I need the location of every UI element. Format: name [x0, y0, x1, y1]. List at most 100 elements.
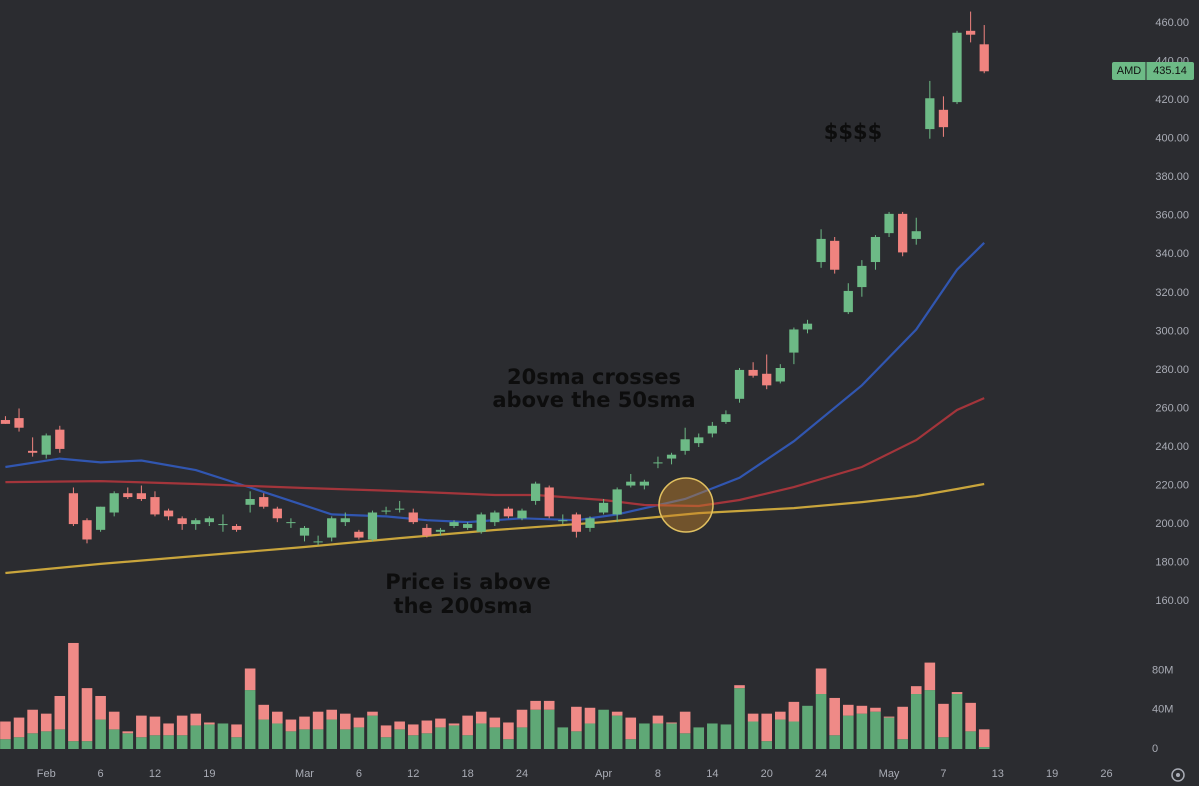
volume-bar [40, 731, 52, 749]
x-tick-label: 12 [149, 768, 161, 780]
candle-body [598, 502, 609, 513]
gear-center[interactable] [1176, 773, 1180, 777]
volume-bar [272, 711, 283, 724]
annotation: $$$$ [824, 120, 882, 144]
candle-body [816, 238, 826, 263]
volume-bar [530, 700, 541, 710]
volume-bar [81, 741, 93, 749]
candle-body [802, 323, 813, 330]
volume-bar [734, 685, 745, 689]
candle-body [626, 481, 636, 486]
volume-bar [720, 724, 732, 749]
candle-body [231, 525, 242, 530]
volume-bar [951, 694, 963, 749]
volume-bar [190, 725, 202, 749]
volume-bar [285, 731, 297, 749]
volume-bar [13, 737, 25, 749]
volume-bar [95, 695, 106, 720]
volume-bar [870, 711, 881, 749]
volume-bar [190, 713, 202, 726]
volume-bar [788, 701, 800, 722]
annotation: 20sma crosses [507, 365, 681, 389]
candle-body [313, 541, 323, 543]
candle-body [530, 483, 541, 501]
candle-body [666, 454, 677, 459]
volume-bar [108, 729, 120, 749]
volume-bar [543, 709, 555, 749]
volume-bar [951, 692, 963, 695]
candle-body [571, 514, 582, 532]
volume-bar [149, 716, 161, 736]
x-tick-label: 14 [706, 768, 718, 780]
volume-bar [775, 711, 786, 720]
x-tick-label: May [879, 768, 900, 780]
price-label-box [1112, 62, 1194, 81]
volume-bar [938, 737, 949, 749]
volume-bar [312, 711, 324, 730]
volume-bar [652, 723, 664, 749]
x-tick-label: Feb [37, 768, 56, 780]
volume-bar [883, 716, 895, 718]
volume-bar [625, 739, 637, 749]
candle-body [612, 489, 622, 515]
candle-body [775, 368, 785, 382]
volume-bar [217, 723, 229, 749]
volume-bar [761, 713, 773, 742]
volume-bar [965, 702, 976, 732]
volume-bar [639, 723, 650, 749]
volume-bar [326, 719, 337, 749]
volume-bar [27, 709, 38, 734]
candle-body [734, 369, 745, 399]
candle-body [925, 98, 935, 130]
x-tick-label: Apr [595, 768, 612, 780]
volume-bar [81, 688, 93, 742]
volume-bar [231, 737, 242, 749]
volume-bar [394, 721, 405, 730]
settings-icon[interactable] [1171, 768, 1185, 782]
volume-bar [244, 668, 256, 691]
candle-body [0, 420, 11, 424]
candle-body [327, 518, 337, 538]
volume-bar [679, 711, 691, 734]
volume-bar [924, 690, 936, 749]
volume-bar [747, 713, 759, 722]
candle-body [435, 529, 446, 532]
candle-body [123, 493, 133, 498]
candle-body [82, 520, 92, 540]
volume-bar [462, 715, 473, 736]
candle-body [653, 462, 663, 464]
candle-body [857, 265, 867, 288]
candle-body [490, 512, 500, 523]
y-tick-label: 240.00 [1155, 441, 1189, 453]
y-tick-label: 280.00 [1155, 364, 1189, 376]
volume-bar [815, 668, 827, 695]
x-tick-label: 7 [940, 768, 946, 780]
gear[interactable] [1171, 768, 1185, 782]
plot: 160.00 180.00 200.00 220.00 240.00 260.00 280.… [0, 11, 1194, 780]
candle-body [218, 524, 228, 526]
volume-bar [965, 731, 976, 749]
volume-bar [13, 717, 25, 738]
y-tick-label: 200.00 [1155, 518, 1189, 530]
volume-bar [353, 717, 365, 728]
candle-body [911, 231, 921, 239]
volume-tick-label: 80M [1152, 664, 1173, 676]
volume-bar [339, 713, 351, 730]
volume-bar [611, 715, 623, 749]
volume-bar [870, 707, 881, 712]
volume-bar [353, 727, 365, 749]
volume-bar [802, 705, 813, 749]
volume-bar [530, 709, 541, 749]
volume-tick-label: 0 [1152, 743, 1158, 755]
candle-body [517, 510, 527, 519]
volume-bar [407, 735, 419, 749]
volume-bar [421, 733, 433, 749]
candle-body [340, 518, 350, 523]
candle-body [952, 32, 962, 103]
candle-body [476, 514, 486, 532]
candle-body [259, 497, 269, 507]
volume-bar [231, 724, 242, 738]
volume-bar [163, 723, 174, 736]
annotation: the 200sma [394, 594, 533, 618]
candle-body [204, 518, 214, 523]
